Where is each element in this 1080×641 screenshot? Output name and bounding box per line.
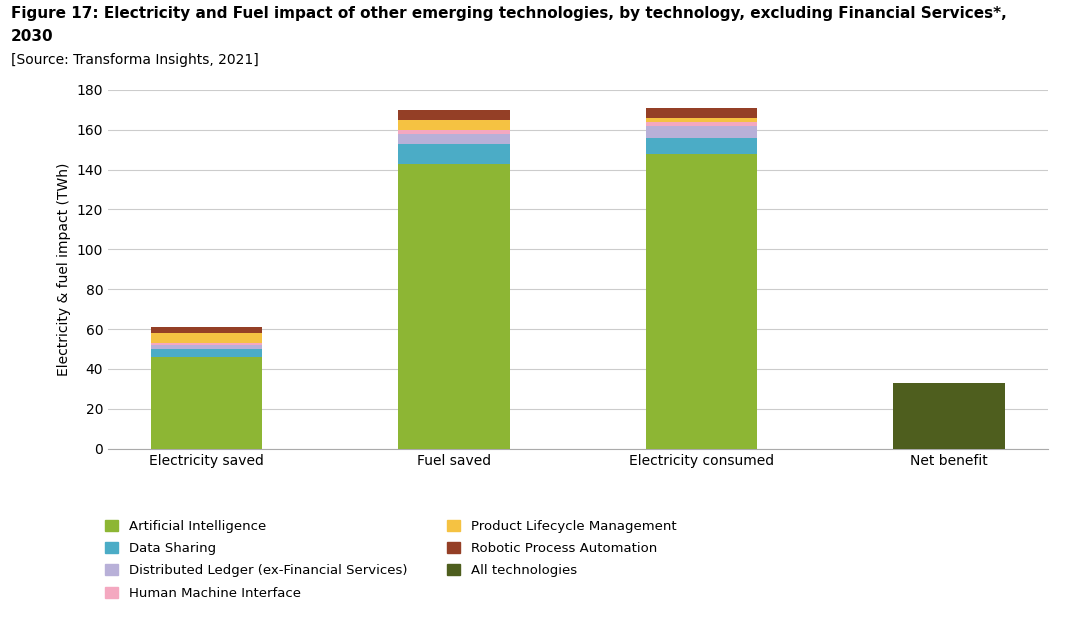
Y-axis label: Electricity & fuel impact (TWh): Electricity & fuel impact (TWh) (57, 163, 71, 376)
Bar (646, 138, 757, 154)
Bar (646, 154, 757, 449)
Bar (646, 122, 757, 126)
Text: [Source: Transforma Insights, 2021]: [Source: Transforma Insights, 2021] (11, 53, 258, 67)
Bar (151, 357, 262, 449)
Bar (399, 133, 510, 144)
Bar (151, 343, 262, 345)
Text: Figure 17: Electricity and Fuel impact of other emerging technologies, by techno: Figure 17: Electricity and Fuel impact o… (11, 6, 1007, 21)
Bar (151, 349, 262, 357)
Bar (151, 333, 262, 343)
Text: 2030: 2030 (11, 29, 53, 44)
Legend: Artificial Intelligence, Data Sharing, Distributed Ledger (ex-Financial Services: Artificial Intelligence, Data Sharing, D… (105, 520, 676, 600)
Bar (151, 345, 262, 349)
Bar (399, 120, 510, 129)
Bar (646, 126, 757, 138)
Bar (399, 110, 510, 120)
Bar (399, 163, 510, 449)
Bar (646, 118, 757, 122)
Bar (646, 108, 757, 118)
Bar (399, 129, 510, 133)
Bar (893, 383, 1004, 449)
Bar (151, 327, 262, 333)
Bar (399, 144, 510, 163)
